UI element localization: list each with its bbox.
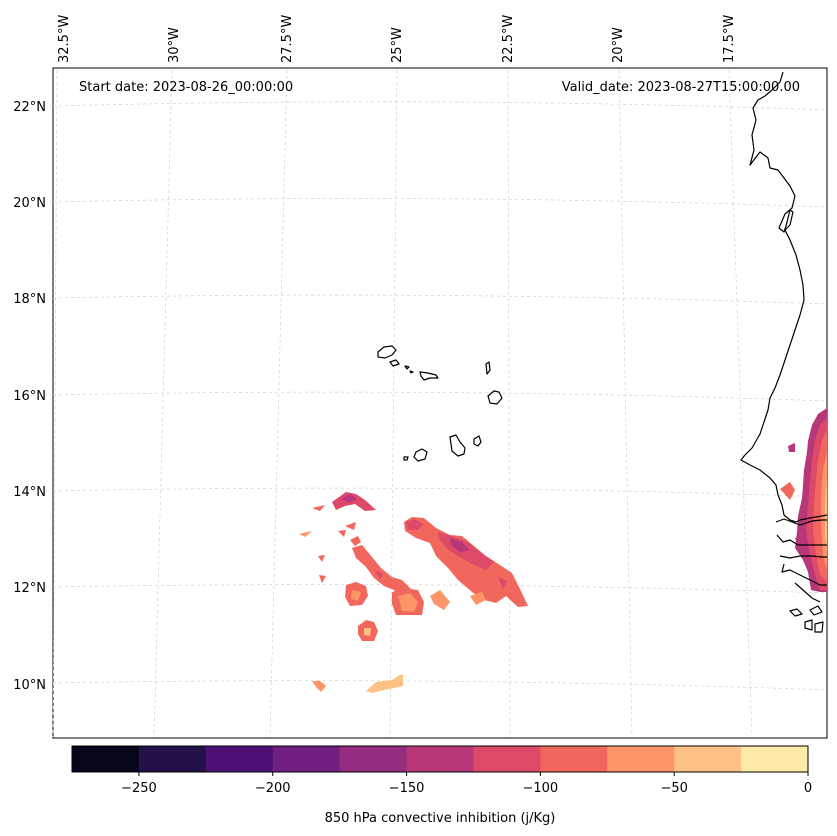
- island-sal: [485, 361, 491, 375]
- lon-label: 22.5°W: [501, 15, 516, 63]
- lat-label: 12°N: [13, 581, 46, 596]
- cin-patch: [406, 519, 424, 530]
- colorbar-segment: [205, 746, 274, 772]
- colorbar-frame: [71, 745, 809, 773]
- parallel-14n: [52, 487, 828, 498]
- island-islet: [409, 370, 414, 374]
- island-brava: [403, 456, 409, 461]
- coastline-mainland: [740, 71, 828, 523]
- cin-patch: [498, 577, 507, 589]
- colorbar-segment: [540, 746, 608, 772]
- lat-label: 20°N: [13, 196, 46, 211]
- island-bissagos: [809, 605, 823, 616]
- island-bissagos: [814, 621, 824, 633]
- valid-date-label: Valid_date: 2023-08-27T15:00:00.00: [562, 80, 800, 95]
- cin-patch: [364, 628, 371, 636]
- island-fogo: [413, 448, 428, 462]
- lat-label: 18°N: [13, 292, 46, 307]
- longitude-labels: 32.5°W 30°W 27.5°W 25°W 22.5°W 20°W 17.5…: [57, 15, 737, 63]
- cin-patch: [404, 517, 528, 607]
- cin-patch: [350, 536, 361, 546]
- island-santiago: [449, 434, 466, 457]
- parallel-22n: [52, 101, 828, 111]
- cin-patch: [788, 443, 795, 452]
- lat-label: 16°N: [13, 389, 46, 404]
- colorbar-tick-label: 0: [804, 781, 812, 796]
- parallel-12n: [52, 584, 828, 594]
- cin-patch: [821, 452, 827, 570]
- colorbar-segments: [72, 746, 809, 772]
- graticule: [52, 69, 828, 738]
- lon-label: 32.5°W: [57, 15, 72, 63]
- cin-patch: [341, 494, 357, 503]
- cin-patch: [366, 674, 403, 693]
- cin-patch: [430, 590, 450, 610]
- island-maio: [473, 435, 482, 447]
- colorbar: −250 −200 −150 −100 −50 0 850 hPa convective …: [71, 745, 812, 826]
- coastline-guinea-bissau-north: [779, 555, 827, 559]
- lon-label: 20°W: [611, 27, 626, 63]
- island-santo-antao: [377, 345, 397, 359]
- coastline-guinea-bissau-south: [781, 563, 827, 586]
- colorbar-label: 850 hPa convective inhibition (j/Kg): [325, 811, 556, 826]
- island-santa-luzia: [404, 365, 410, 370]
- cin-contours: [299, 408, 827, 693]
- colorbar-tick-label: −100: [523, 781, 559, 796]
- colorbar-tick-label: −200: [255, 781, 291, 796]
- parallel-20n: [52, 198, 828, 208]
- map-panel: Start date: 2023-08-26_00:00:00 Valid_da…: [52, 67, 828, 739]
- cin-patch: [352, 545, 418, 603]
- cin-patch: [312, 681, 326, 692]
- colorbar-segment: [741, 746, 809, 772]
- cin-patch: [345, 522, 356, 530]
- colorbar-tick-label: −250: [121, 781, 157, 796]
- colorbar-segment: [339, 746, 408, 772]
- coastline-gambia: [775, 518, 827, 526]
- parallel-16n: [52, 391, 828, 402]
- colorbar-tick-label: −150: [389, 781, 425, 796]
- colorbar-segment: [72, 746, 140, 772]
- cin-patch: [299, 531, 312, 537]
- cin-patch: [318, 555, 325, 562]
- cin-patch: [470, 592, 486, 605]
- lat-label: 14°N: [13, 485, 46, 500]
- colorbar-segment: [406, 746, 474, 772]
- cin-patch: [312, 505, 325, 511]
- coastlines: [377, 71, 828, 633]
- map-frame: [52, 67, 828, 739]
- start-date-label: Start date: 2023-08-26_00:00:00: [79, 80, 293, 95]
- cin-patch: [332, 492, 376, 511]
- colorbar-segment: [272, 746, 341, 772]
- colorbar-tick-label: −50: [660, 781, 687, 796]
- cin-patch: [398, 593, 418, 612]
- island-sao-vicente: [389, 359, 400, 367]
- island-sao-nicolau: [419, 371, 439, 381]
- cin-patch: [338, 530, 346, 537]
- lon-label: 27.5°W: [280, 15, 295, 63]
- colorbar-segment: [607, 746, 675, 772]
- parallel-10n: [52, 680, 828, 691]
- island-boa-vista: [487, 390, 503, 405]
- lon-label: 25°W: [390, 27, 405, 63]
- cin-patch: [351, 590, 361, 601]
- cin-patch: [375, 570, 383, 580]
- cin-patch: [780, 482, 795, 500]
- lon-label: 17.5°W: [722, 15, 737, 63]
- colorbar-segment: [473, 746, 541, 772]
- cin-patch: [450, 538, 470, 552]
- lat-label: 22°N: [13, 100, 46, 115]
- coastline-guinea: [794, 582, 821, 603]
- parallel-18n: [52, 294, 828, 305]
- island-bissagos: [804, 619, 813, 631]
- lat-label: 10°N: [13, 678, 46, 693]
- cin-patch: [319, 575, 326, 583]
- coastline-casamance: [776, 534, 827, 546]
- island-bissagos: [789, 608, 803, 617]
- lon-label: 30°W: [167, 27, 182, 63]
- colorbar-segment: [138, 746, 207, 772]
- colorbar-segment: [674, 746, 742, 772]
- latitude-labels: 22°N 20°N 18°N 16°N 14°N 12°N 10°N: [13, 100, 46, 693]
- colorbar-ticks: −250 −200 −150 −100 −50 0: [121, 772, 812, 796]
